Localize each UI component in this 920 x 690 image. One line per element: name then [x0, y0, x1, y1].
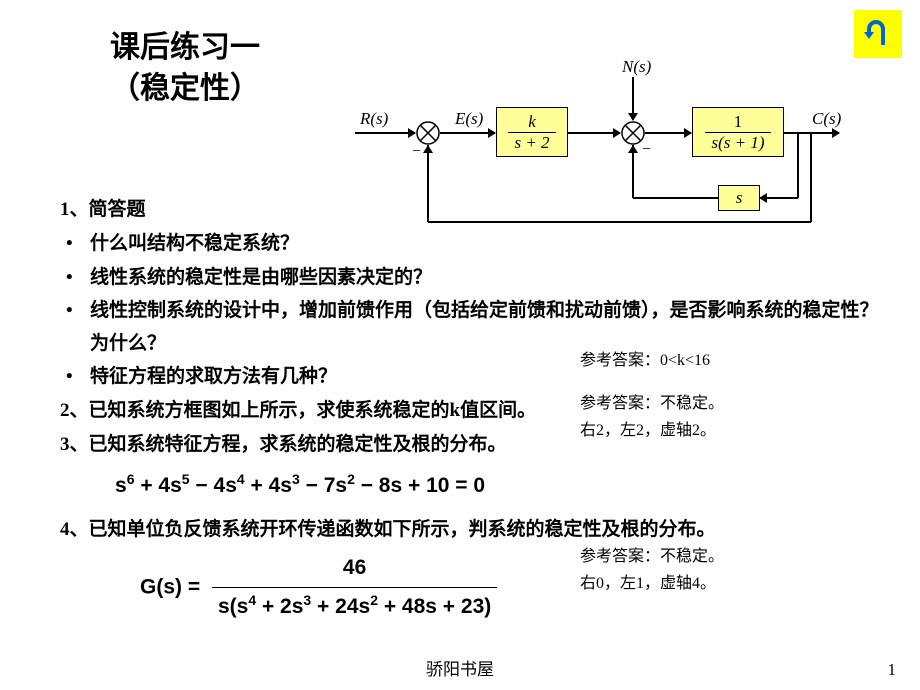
page-title: 课后练习一 （稳定性）: [110, 28, 260, 109]
u-turn-icon[interactable]: [854, 10, 902, 58]
arrowhead: [423, 145, 433, 153]
content-body: 1、简答题 •什么叫结构不稳定系统？ •线性系统的稳定性是由哪些因素决定的？ •…: [60, 193, 880, 634]
summer-1: [416, 121, 440, 145]
block1-den: s + 2: [508, 133, 555, 153]
minus-2: −: [642, 141, 651, 159]
wire: [568, 132, 620, 134]
q1-item-4: •特征方程的求取方法有几种？: [60, 360, 880, 393]
block-g2: 1 s(s + 1): [692, 107, 784, 157]
answer-q3-l1: 参考答案：不稳定。: [580, 389, 724, 413]
q1-item-2: •线性系统的稳定性是由哪些因素决定的？: [60, 261, 880, 294]
block-g1: k s + 2: [496, 107, 568, 157]
answer-q3-l2: 右2，左2，虚轴2。: [580, 416, 716, 440]
q4: 4、已知单位负反馈系统开环传递函数如下所示，判系统的稳定性及根的分布。: [60, 513, 880, 546]
answer-q4-l1: 参考答案：不稳定。: [580, 542, 724, 566]
footer-text: 骄阳书屋: [0, 655, 920, 680]
q2: 2、已知系统方框图如上所示，求使系统稳定的k值区间。: [60, 394, 880, 427]
equation-4: G(s) = 46 s(s4 + 2s3 + 24s2 + 48s + 23): [60, 550, 880, 626]
minus-1: −: [412, 143, 421, 161]
signal-R: R(s): [360, 109, 388, 129]
block2-den: s(s + 1): [705, 133, 770, 153]
arrowhead: [628, 145, 638, 153]
block1-num: k: [508, 112, 555, 133]
title-line1: 课后练习一: [110, 28, 260, 69]
page-number: 1: [888, 660, 897, 680]
wire: [797, 132, 799, 198]
title-line2: （稳定性）: [110, 69, 260, 110]
equation-3: s6 + 4s5 − 4s4 + 4s3 − 7s2 − 8s + 10 = 0: [60, 467, 880, 505]
q1-heading: 1、简答题: [60, 193, 880, 226]
answer-q4-l2: 右0，左1，虚轴4。: [580, 569, 716, 593]
q1-item-1: •什么叫结构不稳定系统？: [60, 227, 880, 260]
wire: [355, 132, 415, 134]
q1-item-3: •线性控制系统的设计中，增加前馈作用（包括给定前馈和扰动前馈），是否影响系统的稳…: [60, 294, 880, 361]
signal-N: N(s): [622, 57, 651, 77]
q3: 3、已知系统特征方程，求系统的稳定性及根的分布。: [60, 428, 880, 461]
signal-E: E(s): [455, 109, 483, 129]
wire: [645, 132, 691, 134]
block2-num: 1: [705, 112, 770, 133]
signal-C: C(s): [812, 109, 841, 129]
answer-q2: 参考答案：0<k<16: [580, 346, 710, 370]
wire: [784, 132, 839, 134]
wire: [440, 132, 495, 134]
wire: [632, 77, 634, 120]
